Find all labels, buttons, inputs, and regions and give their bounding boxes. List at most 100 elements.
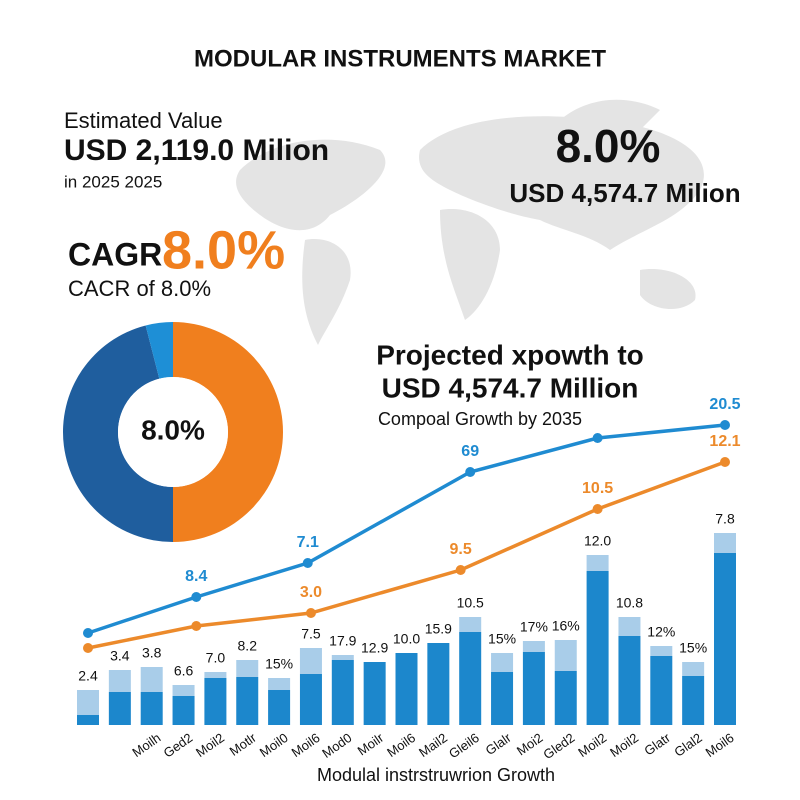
x-tick-label: Gled2 xyxy=(540,730,577,762)
bar-segment xyxy=(395,653,418,725)
bar-label: 8.2 xyxy=(238,638,258,654)
x-tick-label: Moil0 xyxy=(257,730,291,760)
bar-segment xyxy=(554,640,577,671)
x-tick-label: Motlr xyxy=(227,730,260,759)
combo-subtitle: Compoal Growth by 2035 xyxy=(378,409,582,429)
bar-label: 6.6 xyxy=(174,663,194,679)
bar-segment xyxy=(299,648,322,674)
line-point xyxy=(592,433,603,443)
x-tick-label: Moi2 xyxy=(514,730,546,758)
x-tick-label: Glatr xyxy=(641,730,673,759)
x-tick-label: Gleil6 xyxy=(446,730,482,761)
bar-segment xyxy=(682,662,705,676)
bar-segment xyxy=(172,685,195,696)
bar-segment xyxy=(459,617,482,632)
bar-segment xyxy=(331,660,354,725)
donut-slice xyxy=(62,325,174,542)
line-point xyxy=(720,457,730,467)
line-point xyxy=(83,628,93,638)
right-value: 8.0% xyxy=(556,120,661,172)
line-point xyxy=(191,621,202,631)
bar-label: 12% xyxy=(647,624,675,640)
bar-label: 15.9 xyxy=(425,621,452,637)
point-label: 9.5 xyxy=(450,541,472,558)
line-series xyxy=(87,460,726,650)
bar-segment xyxy=(714,553,736,725)
line-point xyxy=(83,643,93,653)
line-point xyxy=(191,592,202,602)
bar-label: 15% xyxy=(488,631,516,647)
bar-segment xyxy=(491,672,514,725)
bar-segment xyxy=(140,692,163,725)
bar-label: 10.8 xyxy=(616,595,643,611)
bar-label: 15% xyxy=(265,656,293,672)
x-axis-label: Modulal instrstruwrion Growth xyxy=(317,765,555,785)
x-tick-label: Moil2 xyxy=(607,730,641,760)
bar-segment xyxy=(77,715,99,725)
bar-label: 7.8 xyxy=(715,511,735,527)
line-point xyxy=(305,608,316,618)
bar-segment xyxy=(299,674,322,725)
bar-segment xyxy=(172,696,195,725)
bar-segment xyxy=(77,690,99,715)
bar-label: 3.8 xyxy=(142,645,162,661)
bar-segment xyxy=(204,672,227,678)
x-tick-label: Moil2 xyxy=(575,730,609,760)
bar-label: 7.5 xyxy=(301,626,321,642)
bar-label: 7.0 xyxy=(206,650,226,666)
bar-segment xyxy=(618,617,641,636)
cagr-value: 8.0% xyxy=(162,220,285,280)
bar-segment xyxy=(204,678,227,725)
x-tick-label: Moil6 xyxy=(289,730,323,760)
bar-segment xyxy=(459,632,482,725)
bar-segment xyxy=(108,670,131,692)
bar-label: 3.4 xyxy=(110,648,130,664)
cagr-label: CAGR xyxy=(68,236,162,272)
bar-segment xyxy=(236,677,259,725)
donut-center-label: 8.0% xyxy=(141,414,205,445)
bar-label: 15% xyxy=(679,640,707,656)
combo-title: Projected xpowth to xyxy=(376,339,644,370)
bar-segment xyxy=(140,667,163,692)
bar-segment xyxy=(586,555,609,571)
bar-label: 12.9 xyxy=(361,640,388,656)
bar-segment xyxy=(427,643,450,725)
x-tick-label: Glalr xyxy=(483,730,515,758)
x-tick-label: Mail2 xyxy=(416,730,450,760)
point-label: 7.1 xyxy=(297,534,319,551)
donut-slice xyxy=(145,322,173,379)
donut-hole xyxy=(118,377,228,487)
bar-segment xyxy=(682,676,705,725)
point-label: 12.1 xyxy=(709,433,740,450)
x-tick-label: Moilh xyxy=(129,730,163,760)
bar-label: 17.9 xyxy=(329,633,356,649)
bar-segment xyxy=(363,662,386,725)
point-label: 69 xyxy=(461,443,479,460)
cagr-sub: CACR of 8.0% xyxy=(68,276,211,301)
bar-segment xyxy=(650,646,673,656)
x-tick-label: Moil2 xyxy=(193,730,227,760)
x-tick-label: Ged2 xyxy=(161,730,196,761)
bar-segment xyxy=(554,671,577,725)
estimate-value: USD 2,119.0 Milion xyxy=(64,134,329,167)
line-point xyxy=(465,467,476,477)
bar-segment xyxy=(618,636,641,725)
x-tick-label: Moilr xyxy=(355,730,387,759)
estimate-label: Estimated Value xyxy=(64,108,223,133)
bar-segment xyxy=(522,641,545,652)
bar-label: 2.4 xyxy=(78,668,98,684)
bar-segment xyxy=(108,692,131,725)
bar-label: 16% xyxy=(552,618,580,634)
line-point xyxy=(302,558,313,568)
bar-segment xyxy=(650,656,673,725)
line-point xyxy=(720,420,730,430)
bar-label: 10.5 xyxy=(457,595,484,611)
bar-segment xyxy=(268,690,291,725)
line-series xyxy=(87,423,726,635)
x-tick-label: Glal2 xyxy=(671,730,704,760)
title: MODULAR INSTRUMENTS MARKET xyxy=(194,45,606,72)
world-map xyxy=(236,99,704,345)
bar-segment xyxy=(331,655,354,660)
point-label: 3.0 xyxy=(300,584,322,601)
bar-label: 17% xyxy=(520,619,548,635)
